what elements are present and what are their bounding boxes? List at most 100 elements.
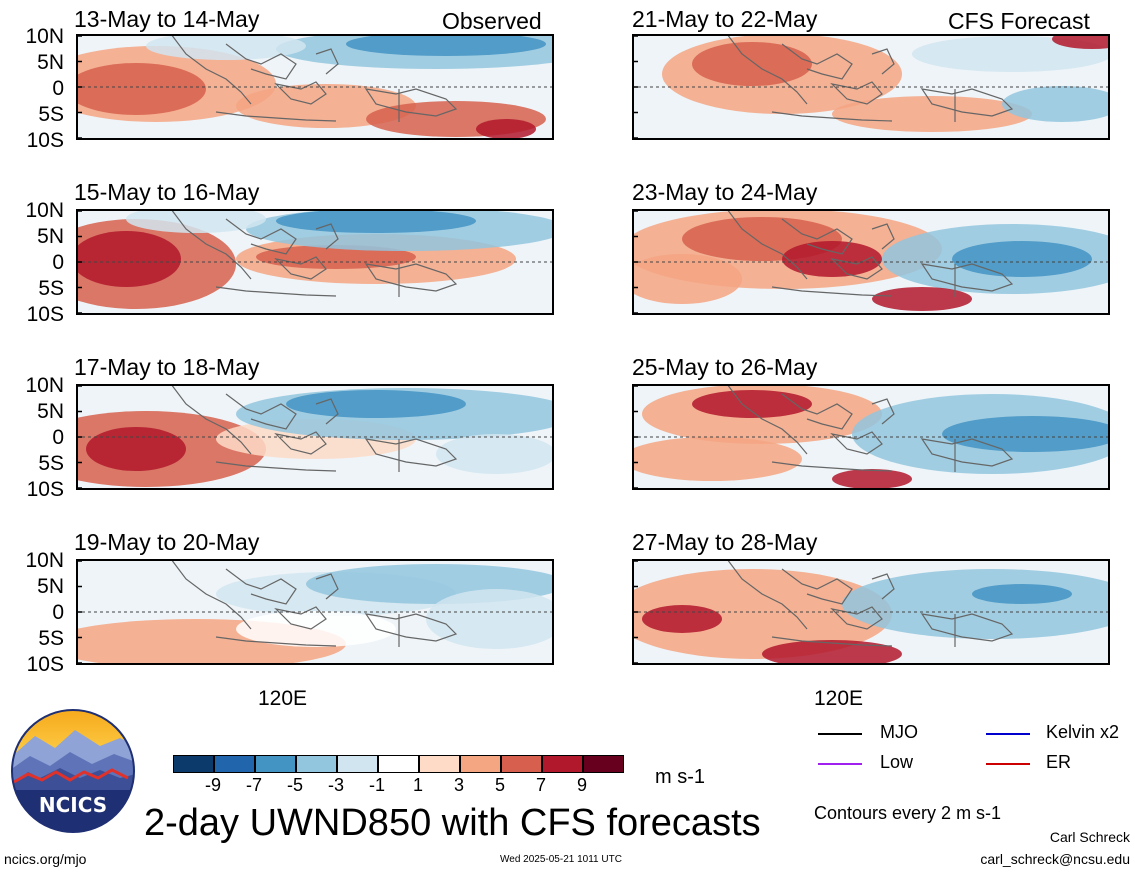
panel-title-2: 15-May to 16-May (74, 179, 260, 205)
coastline (274, 606, 327, 630)
coastline (771, 111, 893, 122)
coastline (364, 613, 458, 642)
ytick-label: 5N (37, 575, 64, 598)
legend-mjo-label: MJO (880, 722, 918, 742)
coastline (871, 398, 895, 425)
coastline (781, 568, 853, 605)
coastline (871, 48, 895, 75)
wind-anomaly-region (762, 640, 902, 665)
ytick-label: 0 (52, 251, 64, 274)
colorbar-swatch (296, 755, 337, 773)
wind-anomaly-region (126, 209, 266, 233)
wind-anomaly-region (276, 209, 476, 233)
panel-title-5: 21-May to 22-May (632, 6, 818, 32)
map-panel-8 (632, 559, 1110, 665)
ytick-label: 10N (25, 199, 64, 222)
coastline (364, 88, 458, 117)
main-title: 2-day UWND850 with CFS forecasts (144, 802, 761, 844)
wind-anomaly-region (632, 437, 802, 481)
coastline (830, 256, 883, 280)
wind-anomaly-region (286, 390, 466, 418)
ytick-label: 10S (26, 303, 64, 326)
colorbar-swatch (460, 755, 501, 773)
footer-url[interactable]: ncics.org/mjo (4, 851, 87, 867)
wind-anomaly-region (86, 427, 186, 471)
contours-note: Contours every 2 m s-1 (814, 803, 1002, 823)
coastline (771, 461, 893, 472)
legend-kelvin-line (986, 733, 1030, 735)
colorbar-tick-label: -3 (327, 775, 344, 795)
wind-anomaly-region (832, 469, 912, 489)
wind-anomaly-region (346, 34, 546, 56)
coastline (364, 438, 458, 467)
coastline (315, 573, 339, 600)
footer-email[interactable]: carl_schreck@ncsu.edu (980, 851, 1130, 867)
wind-anomaly-region (832, 96, 1032, 132)
wind-anomaly-region (426, 589, 554, 649)
wind-anomaly-region (476, 119, 536, 139)
wind-anomaly-region (972, 584, 1072, 604)
ytick-label: 5S (38, 627, 64, 650)
colorbar-tick-label: -9 (204, 775, 221, 795)
legend-er-label: ER (1046, 752, 1072, 772)
legend-er-line (986, 763, 1030, 765)
wind-anomaly-region (692, 42, 812, 86)
coastline (215, 636, 337, 647)
coastline (726, 384, 808, 455)
ytick-label: 5N (37, 400, 64, 423)
footer-timestamp: Wed 2025-05-21 1011 UTC (500, 854, 622, 865)
coastline (215, 111, 337, 122)
panel-title-6: 23-May to 24-May (632, 179, 818, 205)
wind-anomaly-region (692, 390, 812, 418)
legend-low-label: Low (880, 752, 914, 772)
coastline (920, 613, 1014, 642)
coastline (274, 431, 327, 455)
ytick-label: 10N (25, 25, 64, 48)
logo-text: NCICS (39, 793, 107, 817)
coastline (830, 431, 883, 455)
coastline (225, 43, 297, 80)
colorbar-swatch (337, 755, 378, 773)
map-panel-6 (632, 209, 1110, 315)
coastline (920, 263, 1014, 292)
coastline (726, 209, 808, 280)
coastline (315, 48, 339, 75)
panel-title-3: 17-May to 18-May (74, 354, 260, 380)
coastline (726, 34, 808, 105)
wind-anomaly-region (952, 241, 1092, 277)
ytick-label: 5N (37, 225, 64, 248)
ytick-label: 0 (52, 77, 64, 100)
coastline (215, 286, 337, 297)
wind-anomaly-region (632, 254, 742, 304)
coastline (274, 256, 327, 280)
coastline (274, 81, 327, 105)
legend-kelvin-label: Kelvin x2 (1046, 722, 1120, 742)
colorbar-tick-label: -7 (245, 775, 262, 795)
wind-anomaly-region (76, 231, 181, 287)
colorbar-tick-label: 3 (453, 775, 464, 795)
coastline (215, 461, 337, 472)
footer-author: Carl Schreck (1049, 829, 1130, 845)
coastline (830, 81, 883, 105)
coastline (781, 218, 853, 255)
wind-anomaly-region (872, 287, 972, 311)
observed-tag: Observed (442, 8, 542, 34)
ytick-label: 5S (38, 452, 64, 475)
coastline (225, 393, 297, 430)
coastline (225, 568, 297, 605)
coastline (920, 438, 1014, 467)
coastline (225, 218, 297, 255)
ytick-label: 0 (52, 426, 64, 449)
panel-title-7: 25-May to 26-May (632, 354, 818, 380)
colorbar-tick-label: -5 (286, 775, 303, 795)
wind-anomaly-region (1002, 86, 1110, 122)
coastline (315, 398, 339, 425)
ytick-label: 0 (52, 601, 64, 624)
colorbar-swatch (378, 755, 419, 773)
coastline (170, 384, 252, 455)
ytick-label: 5S (38, 103, 64, 126)
coastline (771, 286, 893, 297)
legend-mjo-line (818, 733, 862, 735)
coastline (920, 88, 1014, 117)
legend-low-line (818, 763, 862, 765)
